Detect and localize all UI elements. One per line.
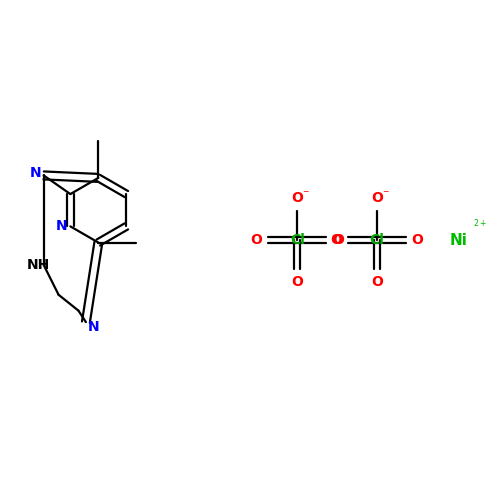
Text: N: N [30, 166, 42, 180]
Text: NH: NH [27, 258, 50, 272]
Text: O: O [330, 233, 342, 247]
Text: O: O [292, 275, 303, 289]
Text: Ni: Ni [450, 232, 468, 248]
Text: Cl: Cl [290, 233, 304, 247]
Text: O: O [412, 233, 424, 247]
Text: N: N [56, 220, 67, 234]
Text: O: O [371, 191, 382, 205]
Text: O: O [371, 275, 382, 289]
Text: O: O [292, 191, 303, 205]
Text: N: N [88, 320, 100, 334]
Text: $^{-}$: $^{-}$ [382, 189, 390, 199]
Text: $^{-}$: $^{-}$ [302, 189, 310, 199]
Text: O: O [332, 233, 344, 247]
Text: O: O [250, 233, 262, 247]
Text: $^{2+}$: $^{2+}$ [473, 219, 487, 229]
Text: Cl: Cl [370, 233, 384, 247]
